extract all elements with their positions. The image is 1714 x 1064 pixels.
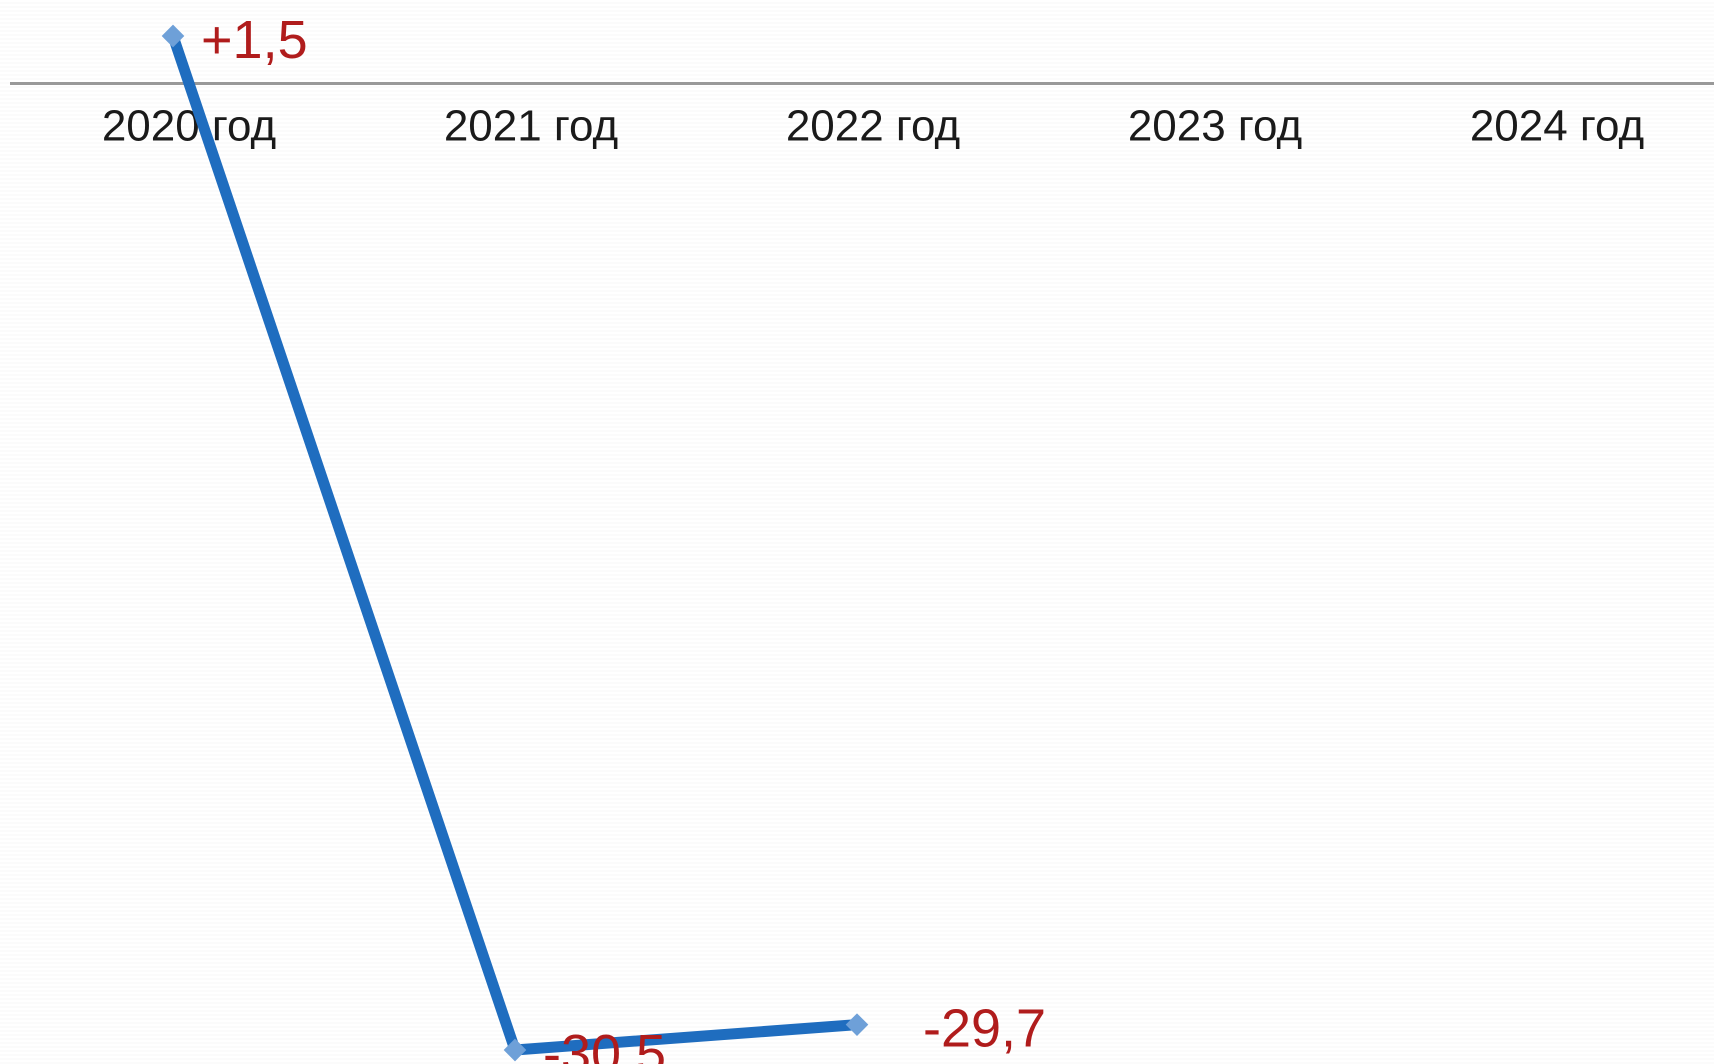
data-point-marker bbox=[503, 1038, 527, 1062]
x-tick-label: 2021 год bbox=[444, 102, 618, 151]
x-tick-label: 2020 год bbox=[102, 102, 276, 151]
data-label: +1,5 bbox=[201, 10, 308, 70]
data-label: -29,7 bbox=[923, 999, 1046, 1059]
data-point-marker bbox=[845, 1013, 869, 1036]
series-line bbox=[167, 30, 863, 1056]
x-tick-label: 2022 год bbox=[786, 102, 960, 151]
x-tick-labels: 2020 год 2021 год 2022 год 2023 год 2024 год bbox=[102, 102, 1644, 151]
x-tick-label: 2023 год bbox=[1128, 102, 1302, 151]
data-labels: +1,5 -30,5 -29,7 bbox=[201, 10, 1046, 1064]
data-label: -30,5 bbox=[543, 1024, 666, 1064]
data-points bbox=[161, 24, 869, 1062]
series-line-group bbox=[167, 30, 863, 1056]
x-tick-label: 2024 год bbox=[1470, 102, 1644, 151]
